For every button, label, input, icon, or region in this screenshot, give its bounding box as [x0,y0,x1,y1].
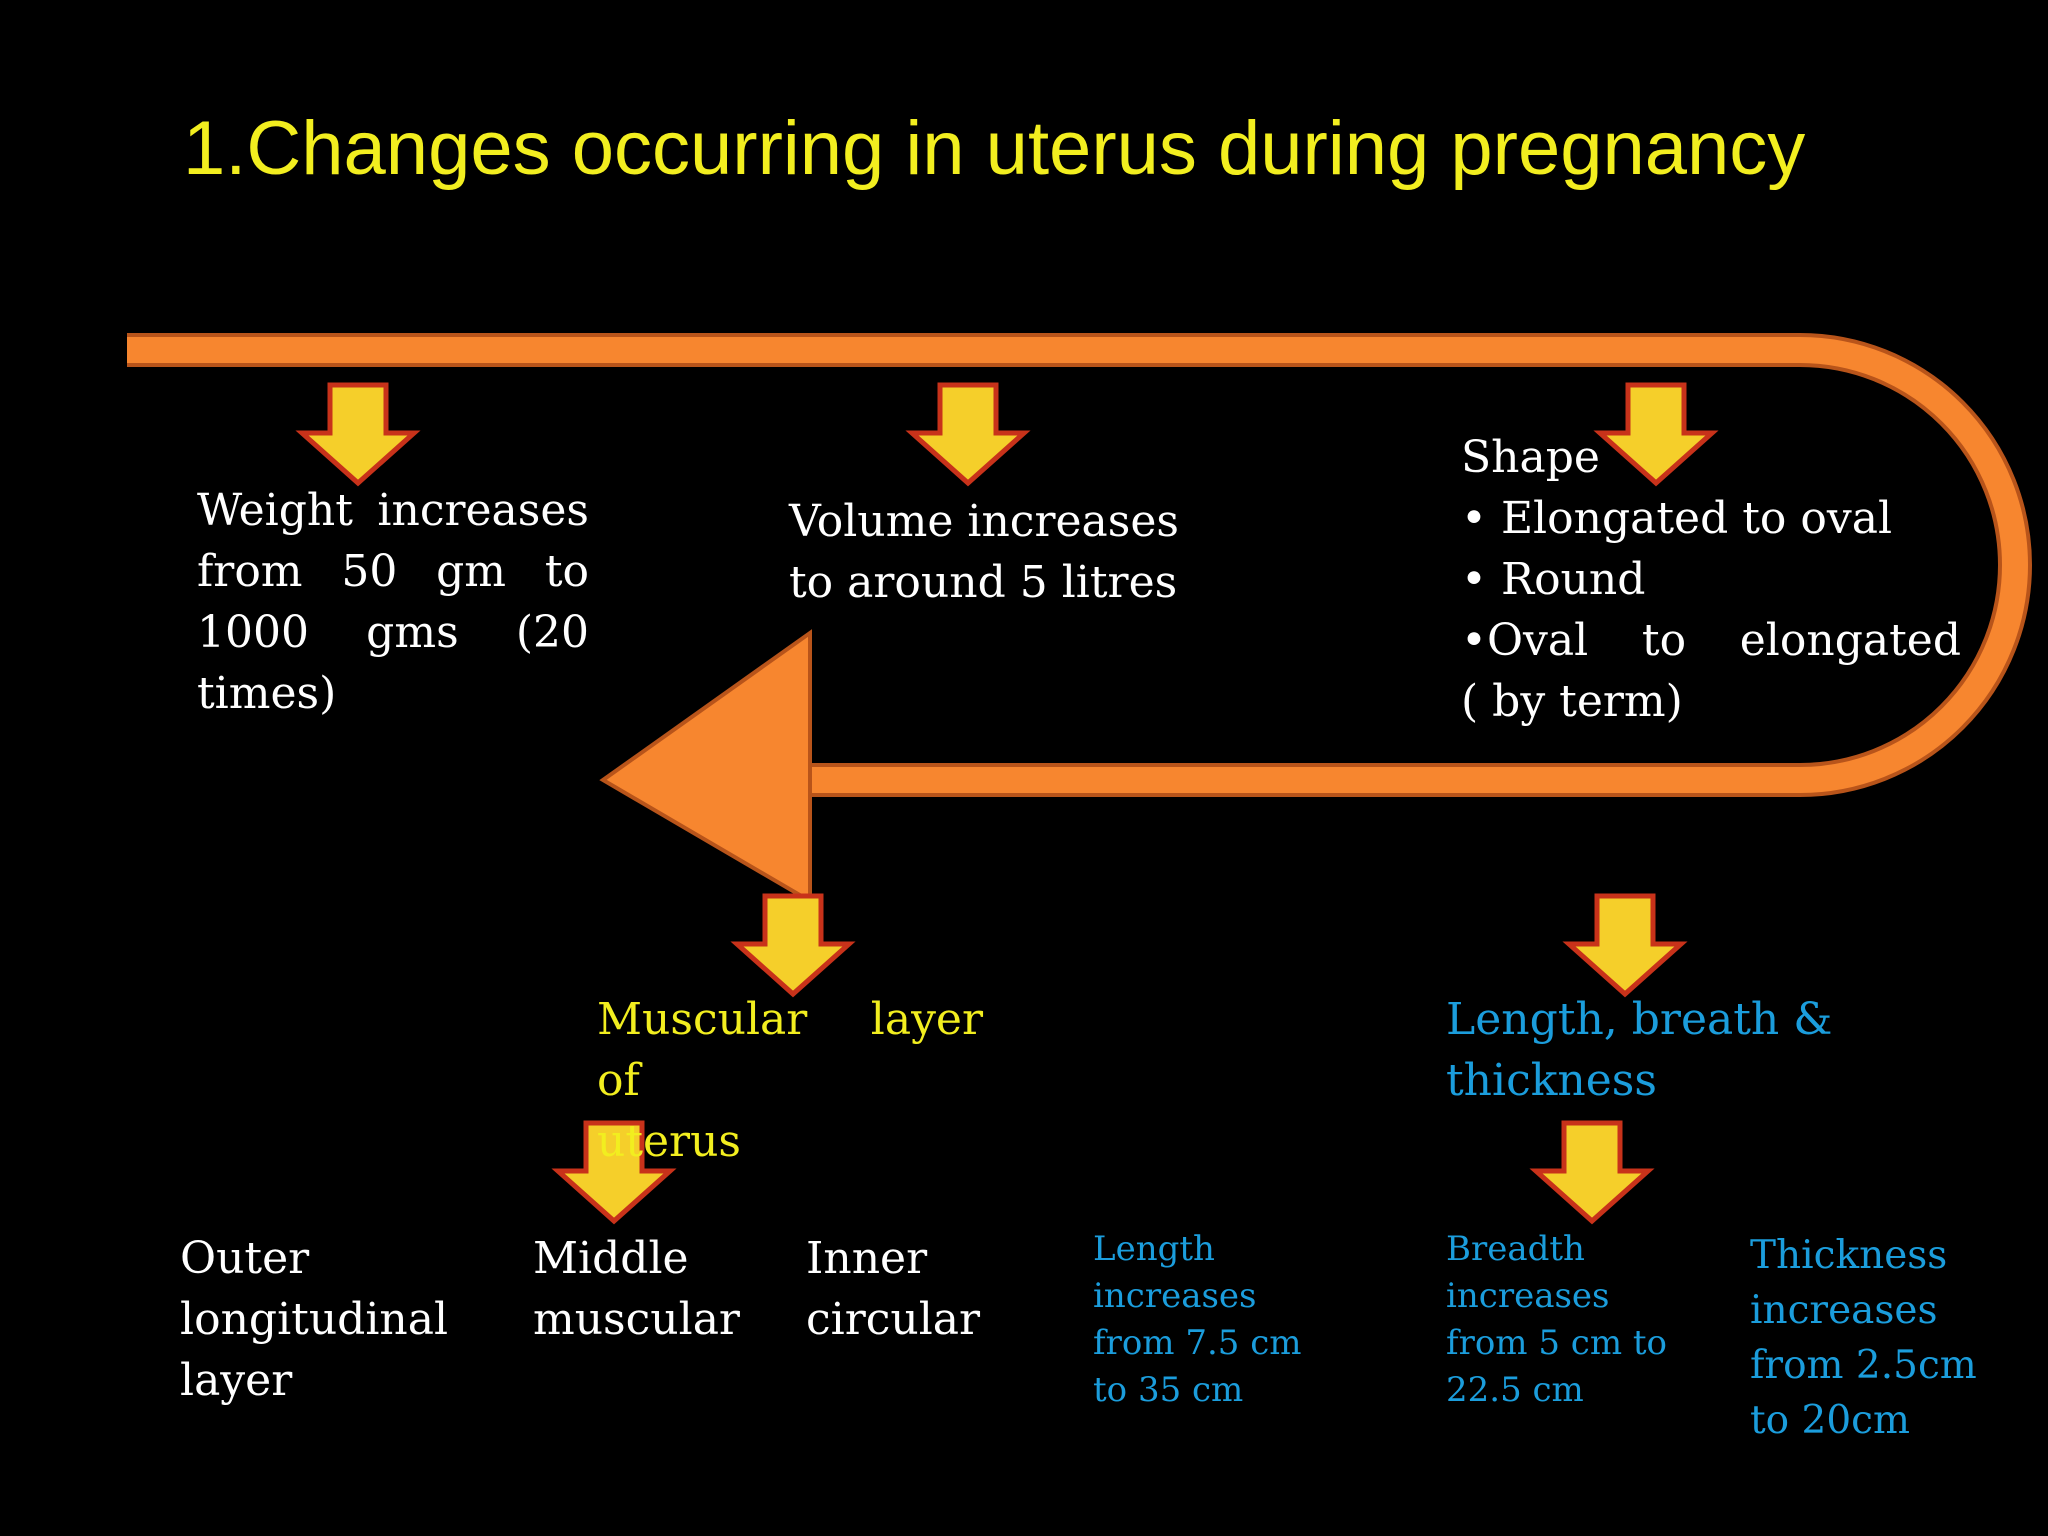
muscular-text: Muscular layer of uterus [597,989,983,1172]
down-arrow [1569,896,1681,994]
dimension-change-text: Thickness increases from 2.5cm to 20cm [1750,1228,1977,1448]
text-line: 22.5 cm [1446,1370,1584,1410]
text-line: Length [1093,1229,1215,1269]
text-line: increases [1093,1276,1257,1316]
text-line: circular [806,1294,981,1345]
text-line: longitudinal [180,1294,449,1345]
shape-item: • Round [1461,554,1646,605]
text-line: Outer [180,1233,310,1284]
text-line: times) [197,668,337,719]
layer-text: Outer longitudinal layer [180,1228,448,1411]
layer-text: Inner circular [806,1228,980,1350]
volume-text: Volume increases to around 5 litres [789,491,1179,613]
weight-text: Weight increases from 50 gm to 1000 gms … [197,480,589,724]
dimension-change-text: Breadth increases from 5 cm to 22.5 cm [1446,1226,1667,1414]
text-line: 1000 gms (20 [197,607,589,658]
text-line: from 2.5cm [1750,1343,1977,1388]
shape-note: ( by term) [1461,676,1683,727]
text-line: Middle [533,1233,689,1284]
text-line: Breadth [1446,1229,1585,1269]
text-line: to 20cm [1750,1398,1910,1443]
text-line: Thickness [1750,1233,1948,1278]
text-line: Inner [806,1233,928,1284]
text-line: Length, breath & [1446,994,1833,1045]
down-arrow [912,385,1024,483]
text-line: muscular [533,1294,740,1345]
text-line: to 35 cm [1093,1370,1244,1410]
text-line: from 5 cm to [1446,1323,1668,1363]
text-line: uterus [597,1116,742,1167]
dimensions-text: Length, breath & thickness [1446,989,1832,1111]
down-arrow [1536,1123,1648,1221]
shape-item: • Elongated to oval [1461,493,1893,544]
down-arrow [302,385,414,483]
shape-text: Shape • Elongated to oval • Round •Oval … [1461,427,1961,732]
flow-arrowhead [599,629,812,905]
text-line: increases [1750,1288,1938,1333]
text-line: Volume increases [789,496,1179,547]
text-line: layer [180,1355,293,1406]
text-line: Weight increases [197,485,589,536]
shape-heading: Shape [1461,432,1600,483]
slide-title: 1.Changes occurring in uterus during pre… [183,106,1806,191]
shape-item: •Oval to elongated [1461,615,1961,666]
text-line: increases [1446,1276,1610,1316]
text-line: to around 5 litres [789,557,1178,608]
flow-band [127,337,2028,793]
down-arrow [737,896,849,994]
layer-text: Middle muscular [533,1228,740,1350]
text-line: from 7.5 cm [1093,1323,1302,1363]
text-line: Muscular layer of [597,994,983,1106]
text-line: from 50 gm to [197,546,589,597]
text-line: thickness [1446,1055,1657,1106]
dimension-change-text: Length increases from 7.5 cm to 35 cm [1093,1226,1302,1414]
